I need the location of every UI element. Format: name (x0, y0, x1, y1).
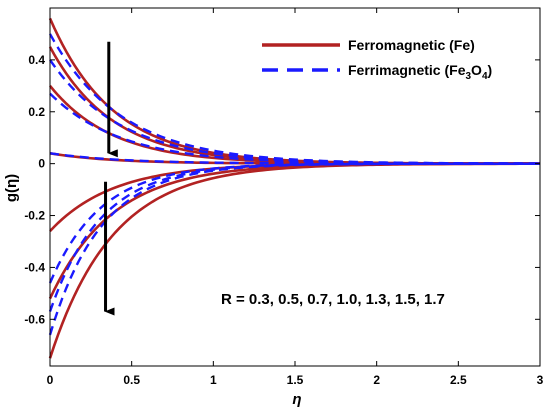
y-tick-label: -0.4 (24, 260, 45, 274)
x-tick-label: 0.5 (123, 373, 140, 387)
legend: Ferromagnetic (Fe) Ferrimagnetic (Fe3O4) (255, 31, 533, 83)
x-axis-label: η (292, 391, 301, 408)
x-tick-label: 0 (47, 373, 54, 387)
y-tick-label: -0.2 (24, 209, 45, 223)
y-tick-label: 0 (38, 157, 45, 171)
y-axis-ticks: -0.6 -0.4 -0.2 0 0.2 0.4 (24, 53, 540, 326)
legend-label-ferrimagnetic: Ferrimagnetic (Fe3O4) (348, 62, 492, 82)
parameter-annotation: R = 0.3, 0.5, 0.7, 1.0, 1.3, 1.5, 1.7 (221, 291, 445, 308)
arrows-layer (104, 41, 118, 316)
x-tick-label: 1.5 (287, 373, 304, 387)
legend-box (255, 31, 533, 83)
curves-layer (48, 17, 541, 359)
y-tick-label: -0.6 (24, 312, 45, 326)
x-tick-label: 2.5 (450, 373, 467, 387)
x-tick-label: 3 (537, 373, 544, 387)
ferrimagnetic-curve-7 (48, 162, 540, 336)
y-axis-label: g(η) (3, 174, 20, 202)
x-tick-label: 1 (210, 373, 217, 387)
legend-label-ferromagnetic: Ferromagnetic (Fe) (348, 37, 475, 53)
x-tick-label: 2 (373, 373, 380, 387)
y-tick-label: 0.2 (28, 105, 45, 119)
ferrimagnetic-curve-5 (48, 162, 540, 284)
y-tick-label: 0.4 (28, 53, 45, 67)
x-axis-ticks: 0 0.5 1 1.5 2 2.5 3 (47, 8, 544, 387)
